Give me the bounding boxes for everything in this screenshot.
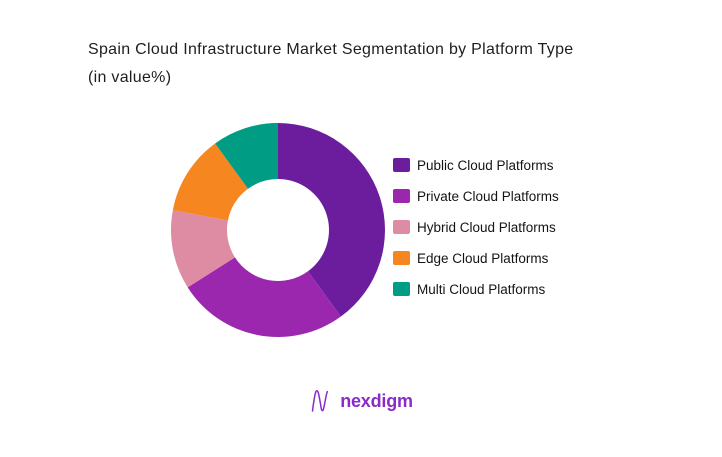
legend-item: Public Cloud Platforms — [393, 157, 559, 173]
donut-slice-public-cloud-platforms — [278, 123, 385, 317]
legend-label: Multi Cloud Platforms — [417, 281, 546, 297]
nexdigm-logo-text: nexdigm — [340, 390, 413, 411]
legend-label: Hybrid Cloud Platforms — [417, 219, 556, 235]
donut-slice-multi-cloud-platforms — [215, 123, 278, 189]
donut-chart — [171, 123, 385, 337]
nexdigm-logo: nexdigm — [0, 387, 722, 415]
chart-legend: Public Cloud Platforms Private Cloud Plat… — [393, 158, 559, 313]
legend-swatch — [393, 158, 410, 172]
legend-item: Private Cloud Platforms — [393, 188, 559, 204]
legend-item: Hybrid Cloud Platforms — [393, 219, 559, 235]
chart-title: Spain Cloud Infrastructure Market Segmen… — [88, 36, 658, 92]
donut-slice-private-cloud-platforms — [187, 257, 341, 337]
legend-label: Public Cloud Platforms — [417, 157, 554, 173]
legend-swatch — [393, 282, 410, 296]
chart-title-line1: Spain Cloud Infrastructure Market Segmen… — [88, 41, 574, 58]
legend-label: Private Cloud Platforms — [417, 188, 559, 204]
chart-title-line2: (in value%) — [88, 69, 172, 86]
donut-slice-hybrid-cloud-platforms — [171, 209, 235, 288]
legend-swatch — [393, 189, 410, 203]
legend-item: Edge Cloud Platforms — [393, 250, 559, 266]
legend-swatch — [393, 220, 410, 234]
legend-label: Edge Cloud Platforms — [417, 250, 549, 266]
nexdigm-logo-mark — [311, 390, 329, 412]
legend-item: Multi Cloud Platforms — [393, 281, 559, 297]
donut-slice-edge-cloud-platforms — [172, 143, 249, 221]
legend-swatch — [393, 251, 410, 265]
